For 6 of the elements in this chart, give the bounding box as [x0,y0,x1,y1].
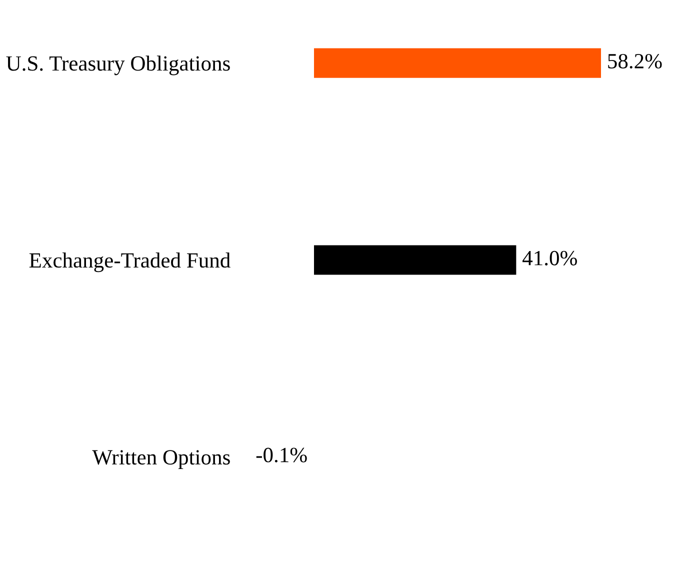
y-tick-label: Exchange-Traded Fund [29,252,230,272]
data-label: 58.2% [608,54,662,69]
data-label: 41.0% [522,250,577,266]
y-tick-label: U.S. Treasury Obligations [6,56,230,76]
y-tick-label: Written Options [92,450,230,469]
data-label: -0.1% [256,448,307,462]
